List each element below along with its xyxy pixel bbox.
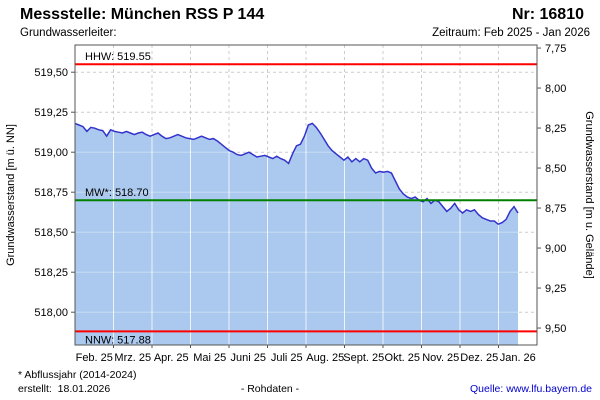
right-axis-tick-label: 8,50: [545, 163, 566, 175]
right-axis-tick-label: 9,25: [545, 283, 566, 295]
x-axis-month-label: Nov. 25: [422, 352, 459, 364]
left-axis-tick-label: 518,00: [34, 307, 68, 319]
left-axis-tick-label: 518,25: [34, 267, 68, 279]
left-axis-tick-label: 519,50: [34, 67, 68, 79]
x-axis-month-label: Aug. 25: [306, 352, 344, 364]
page-title: Messstelle: München RSS P 144: [20, 6, 265, 23]
reference-line-label-hhw: HHW: 519.55: [85, 51, 151, 63]
x-axis-month-label: Okt. 25: [385, 352, 420, 364]
x-axis-month-label: Feb. 25: [76, 352, 113, 364]
right-axis-tick-label: 8,75: [545, 203, 566, 215]
left-axis-tick-label: 519,25: [34, 107, 68, 119]
right-axis-tick-label: 9,00: [545, 243, 566, 255]
x-axis-month-label: Sept. 25: [343, 352, 384, 364]
series-line: [74, 122, 519, 226]
x-axis-month-label: Mrz. 25: [114, 352, 151, 364]
x-axis-month-label: Juni 25: [231, 352, 266, 364]
created-date: erstellt: 18.01.2026: [18, 383, 111, 395]
x-axis-month-label: Jan. 26: [500, 352, 536, 364]
aquifer-label: Grundwasserleiter:: [20, 27, 117, 39]
source-link[interactable]: Quelle: www.lfu.bayern.de: [470, 383, 592, 395]
y-axis-title-left: Grundwasserstand [m ü. NN]: [5, 124, 17, 266]
left-axis-tick-label: 518,50: [34, 227, 68, 239]
right-axis-tick-label: 8,25: [545, 123, 566, 135]
reference-line-label-mw: MW*: 518.70: [85, 187, 149, 199]
x-axis-month-label: Dez. 25: [460, 352, 498, 364]
right-axis-tick-label: 8,00: [545, 83, 566, 95]
left-axis-tick-label: 518,75: [34, 187, 68, 199]
x-axis-month-label: Mai 25: [193, 352, 226, 364]
x-axis-month-label: Apr. 25: [154, 352, 189, 364]
x-axis-month-label: Juli 25: [271, 352, 303, 364]
right-axis-tick-label: 7,75: [545, 43, 566, 55]
y-axis-title-right: Grundwasserstand [m u. Gelände]: [583, 111, 595, 279]
footnote-abflussjahr: * Abflussjahr (2014-2024): [18, 369, 137, 381]
series-area: [75, 123, 518, 346]
data-type-label: - Rohdaten -: [240, 383, 300, 395]
right-axis-tick-label: 9,50: [545, 323, 566, 335]
left-axis-tick-label: 519,00: [34, 147, 68, 159]
station-number: Nr: 16810: [511, 6, 584, 23]
period-label: Zeitraum: Feb 2025 - Jan 2026: [432, 27, 590, 39]
reference-line-label-nnw: NNW: 517.88: [85, 334, 151, 346]
